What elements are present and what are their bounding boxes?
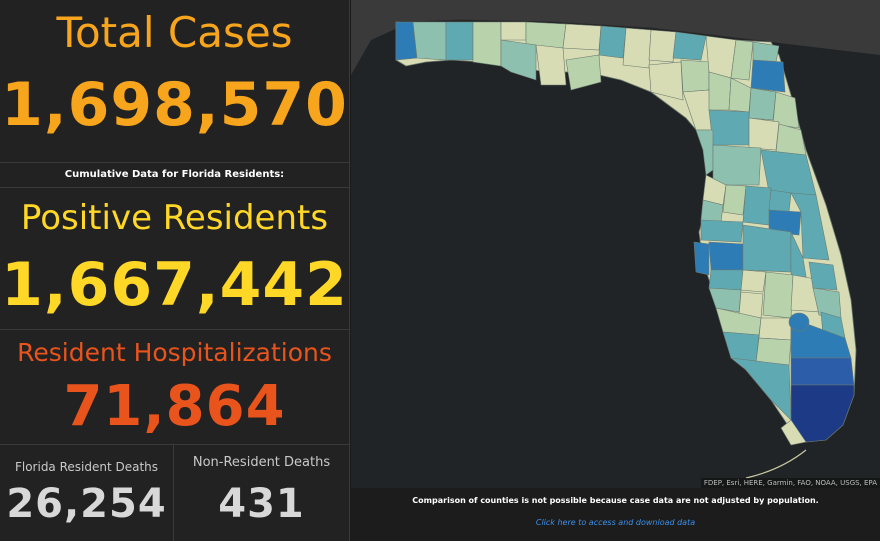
- county-madison[interactable]: [648, 29, 677, 63]
- nonresident-deaths-title: Non-Resident Deaths: [192, 455, 331, 470]
- map-attribution: FDEP, Esri, HERE, Garmin, FAO, NOAA, USG…: [700, 478, 880, 488]
- county-broward[interactable]: [790, 357, 855, 386]
- county-flagler[interactable]: [775, 123, 807, 156]
- county-gilchrist[interactable]: [708, 71, 732, 111]
- county-okaloosa[interactable]: [445, 21, 474, 61]
- county-highlands[interactable]: [762, 271, 794, 319]
- county-pinellas[interactable]: [693, 241, 710, 276]
- hospitalizations-title: Resident Hospitalizations: [17, 338, 332, 367]
- county-liberty[interactable]: [535, 44, 567, 86]
- map-canvas[interactable]: [351, 0, 880, 488]
- total-cases-value: 1,698,570: [1, 70, 348, 140]
- county-st-johns[interactable]: [772, 91, 800, 129]
- nonresident-deaths-value: 431: [218, 481, 305, 527]
- county-clay[interactable]: [748, 87, 777, 121]
- county-monroe[interactable]: [780, 419, 807, 446]
- county-hardee[interactable]: [740, 269, 767, 293]
- total-cases-title: Total Cases: [56, 8, 293, 57]
- county-bay[interactable]: [500, 39, 537, 81]
- neighbor-land: [351, 0, 880, 75]
- county-seminole[interactable]: [768, 189, 792, 213]
- county-polk[interactable]: [742, 224, 792, 273]
- county-sumter[interactable]: [722, 184, 747, 216]
- county-putnam[interactable]: [748, 117, 780, 151]
- county-hamilton[interactable]: [672, 31, 707, 61]
- comparison-note: Comparison of counties is not possible b…: [412, 496, 819, 505]
- county-lake[interactable]: [742, 185, 772, 226]
- county-pasco[interactable]: [700, 219, 744, 243]
- resident-deaths-panel: Florida Resident Deaths 26,254: [0, 445, 174, 541]
- resident-deaths-title: Florida Resident Deaths: [14, 460, 159, 474]
- county-suwannee[interactable]: [680, 59, 710, 93]
- county-jefferson[interactable]: [622, 27, 652, 69]
- florida-county-map[interactable]: FDEP, Esri, HERE, Garmin, FAO, NOAA, USG…: [351, 0, 880, 488]
- county-franklin[interactable]: [565, 54, 602, 91]
- county-levy[interactable]: [695, 129, 714, 176]
- county-duval[interactable]: [750, 59, 786, 93]
- county-lee[interactable]: [722, 331, 760, 363]
- download-data-link[interactable]: Click here to access and download data: [535, 518, 696, 527]
- county-hillsborough[interactable]: [708, 241, 744, 271]
- county-indian-river[interactable]: [808, 261, 838, 291]
- hospitalizations-value: 71,864: [63, 374, 286, 439]
- county-alachua[interactable]: [708, 109, 750, 146]
- county-columbia[interactable]: [705, 35, 737, 79]
- county-gadsden[interactable]: [562, 23, 602, 51]
- county-brevard[interactable]: [790, 192, 830, 261]
- positive-residents-value: 1,667,442: [1, 250, 348, 320]
- county-nassau[interactable]: [752, 41, 780, 63]
- total-cases-panel: Total Cases 1,698,570: [0, 0, 349, 163]
- county-collier[interactable]: [729, 357, 792, 421]
- positive-residents-panel: Positive Residents 1,667,442: [0, 188, 349, 330]
- county-baker[interactable]: [730, 39, 754, 81]
- lake-okeechobee: [788, 312, 810, 332]
- cumulative-note-panel: Cumulative Data for Florida Residents:: [0, 163, 349, 188]
- county-santa-rosa[interactable]: [412, 21, 447, 61]
- florida-keys: [745, 449, 807, 479]
- nonresident-deaths-panel: Non-Resident Deaths 431: [174, 445, 349, 541]
- county-manatee[interactable]: [708, 269, 744, 291]
- hospitalizations-panel: Resident Hospitalizations 71,864: [0, 330, 349, 445]
- county-sarasota[interactable]: [708, 287, 742, 313]
- county-hendry[interactable]: [755, 337, 792, 366]
- county-glades[interactable]: [758, 317, 792, 341]
- county-leon[interactable]: [598, 25, 627, 59]
- county-holmes[interactable]: [500, 21, 527, 41]
- resident-deaths-value: 26,254: [6, 481, 167, 527]
- cumulative-note: Cumulative Data for Florida Residents:: [64, 169, 285, 180]
- county-orange[interactable]: [768, 209, 802, 236]
- county-taylor[interactable]: [648, 61, 684, 101]
- county-jackson[interactable]: [525, 21, 567, 49]
- county-marion[interactable]: [712, 144, 762, 186]
- county-walton[interactable]: [472, 21, 502, 67]
- map-footer: Comparison of counties is not possible b…: [351, 488, 880, 541]
- dashboard-stats-panel: Total Cases 1,698,570 Cumulative Data fo…: [0, 0, 350, 541]
- positive-residents-title: Positive Residents: [20, 198, 329, 238]
